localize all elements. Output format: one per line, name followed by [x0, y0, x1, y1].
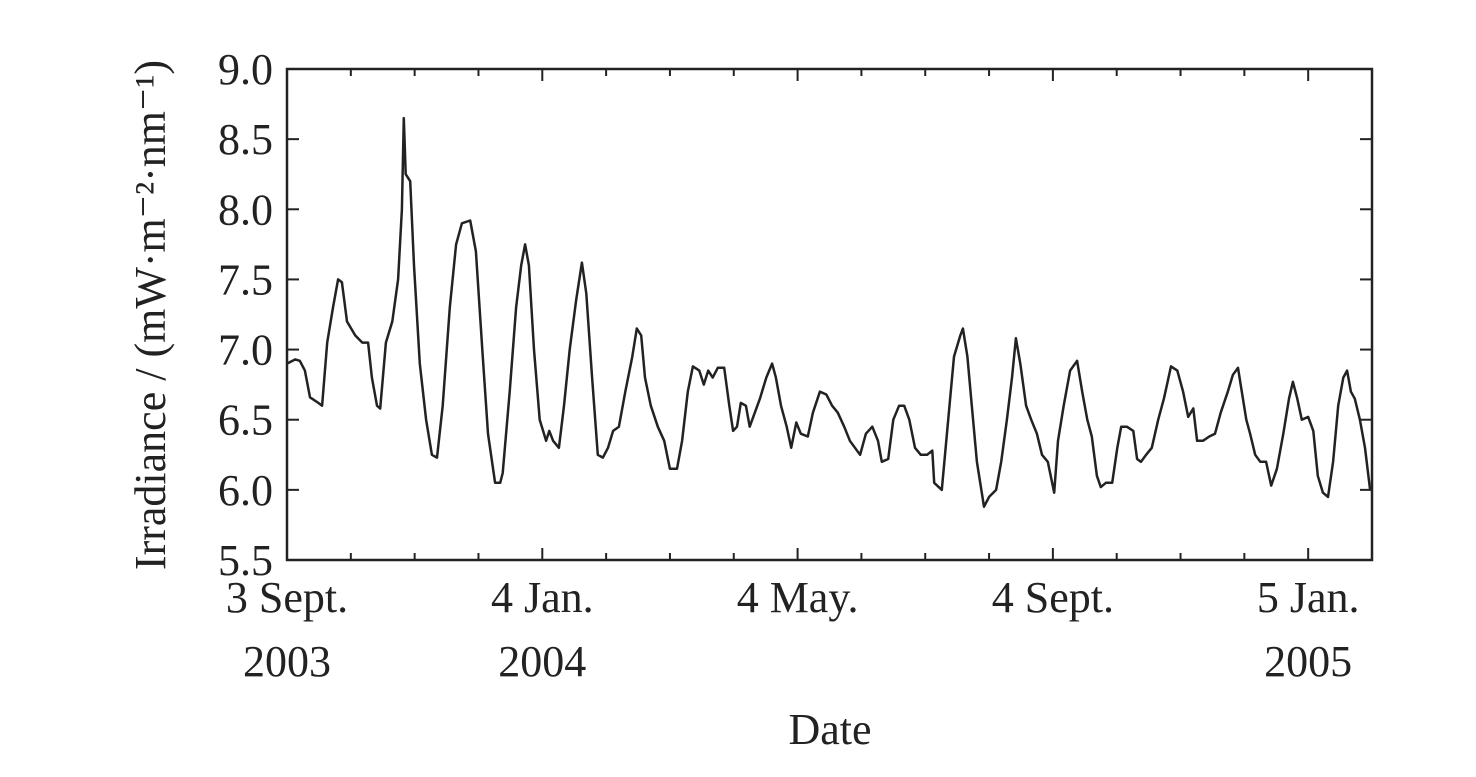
y-tick-label: 7.0 [218, 326, 273, 375]
x-tick-label: 2003 [243, 637, 331, 686]
x-tick-label: 4 Sept. [992, 573, 1114, 622]
x-axis-label: Date [788, 705, 871, 754]
y-tick-label: 8.5 [218, 115, 273, 164]
y-tick-label: 6.0 [218, 466, 273, 515]
y-tick-label: 6.5 [218, 396, 273, 445]
x-tick-label: 3 Sept. [226, 573, 348, 622]
x-tick-label: 2004 [498, 637, 586, 686]
y-axis-label: Irradiance / (mW·m⁻²·nm⁻¹) [126, 60, 175, 570]
x-tick-label: 4 Jan. [491, 573, 594, 622]
y-tick-label: 8.0 [218, 185, 273, 234]
y-tick-label: 9.0 [218, 45, 273, 94]
x-tick-label: 5 Jan. [1257, 573, 1360, 622]
y-tick-label: 7.5 [218, 255, 273, 304]
x-tick-label: 4 May. [737, 573, 859, 622]
plot-frame [285, 67, 1374, 562]
x-tick-label: 2005 [1264, 637, 1352, 686]
y-tick-label: 5.5 [218, 536, 273, 585]
data-line [286, 116, 1372, 508]
